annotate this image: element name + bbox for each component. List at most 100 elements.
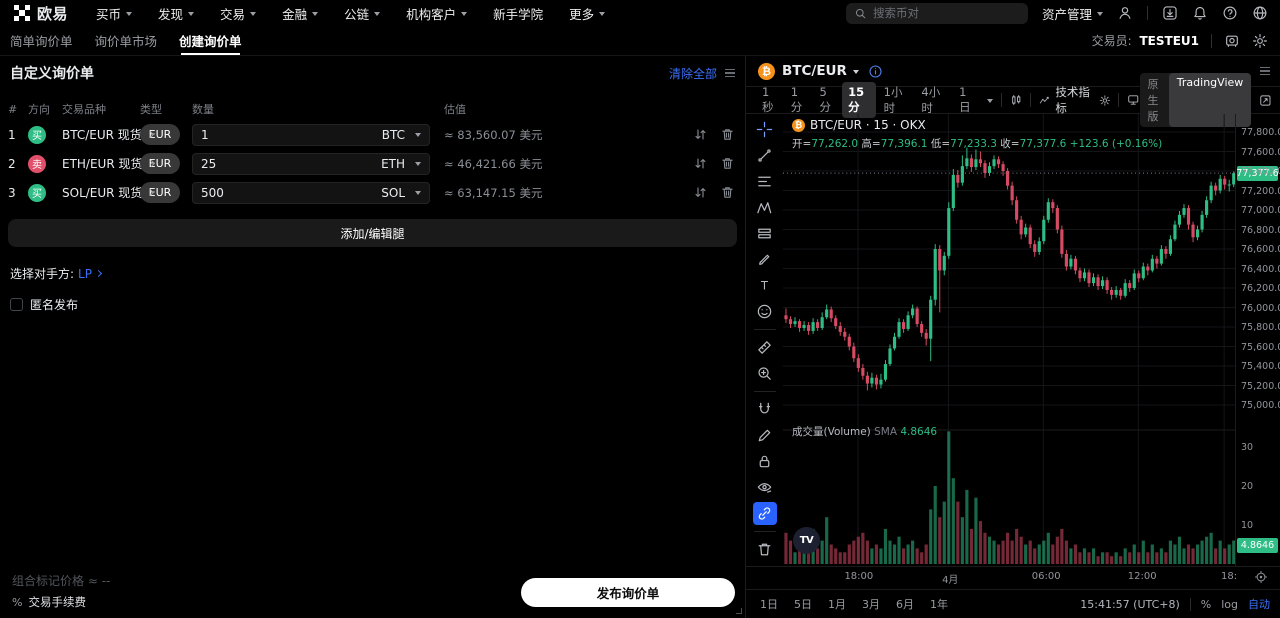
percent-scale-toggle[interactable]: %: [1200, 597, 1212, 611]
delete-leg-icon[interactable]: [720, 185, 735, 200]
native-mode-button[interactable]: 原生版: [1147, 78, 1159, 123]
drawing-mode-tool[interactable]: [753, 424, 777, 447]
okx-logo[interactable]: 欧易: [14, 3, 68, 24]
range-1m[interactable]: 1月: [828, 598, 846, 611]
menu-chain[interactable]: 公链: [344, 4, 381, 23]
tab-simple-rfq[interactable]: 简单询价单: [10, 34, 73, 49]
fullscreen-icon[interactable]: [1259, 93, 1272, 108]
brush-tool[interactable]: [753, 248, 777, 271]
notifications-button[interactable]: [1192, 5, 1208, 21]
indicators-button[interactable]: 技术指标: [1039, 84, 1091, 116]
tradingview-mode-button[interactable]: TradingView: [1168, 73, 1252, 127]
chevron-right-icon: [94, 269, 103, 278]
swap-direction-icon[interactable]: [693, 127, 708, 142]
scroll-to-realtime-button[interactable]: [1254, 570, 1268, 584]
amount-input[interactable]: 25 ETH: [192, 152, 430, 175]
help-button[interactable]: [1222, 5, 1238, 21]
xabcd-pattern-tool[interactable]: [753, 196, 777, 219]
swap-direction-icon[interactable]: [693, 185, 708, 200]
remove-drawings-tool[interactable]: [753, 538, 777, 561]
info-icon[interactable]: [868, 64, 883, 79]
time-axis[interactable]: 18:00 4月 06:00 12:00 18:: [746, 566, 1280, 589]
type-pill[interactable]: EUR: [140, 124, 180, 145]
timeframe-1s[interactable]: 1秒: [762, 85, 774, 114]
range-1y[interactable]: 1年: [930, 598, 948, 611]
anonymous-checkbox[interactable]: [10, 298, 23, 311]
timeframe-1h[interactable]: 1小时: [883, 85, 903, 115]
amount-input[interactable]: 1 BTC: [192, 123, 430, 146]
counterparty-link[interactable]: LP: [78, 266, 92, 281]
download-app-button[interactable]: [1162, 5, 1178, 21]
menu-discover[interactable]: 发现: [158, 4, 195, 23]
clear-all-link[interactable]: 清除全部: [668, 66, 717, 81]
anonymous-option[interactable]: 匿名发布: [10, 296, 745, 313]
chart-layout-icon[interactable]: [1127, 92, 1140, 108]
range-3m[interactable]: 3月: [862, 598, 880, 611]
candle-style-icon[interactable]: [1010, 92, 1023, 108]
fib-retracement-tool[interactable]: [753, 170, 777, 193]
price-axis[interactable]: 77,377.6 4.8646 75,000.0 75,200.0 75,400.0…: [1235, 114, 1280, 566]
currency-dropdown[interactable]: ETH: [381, 157, 421, 171]
chart-menu-button[interactable]: [1260, 66, 1270, 76]
type-pill[interactable]: EUR: [140, 182, 180, 203]
chevron-down-icon[interactable]: [852, 69, 859, 74]
delete-leg-icon[interactable]: [720, 156, 735, 171]
timeframe-5m[interactable]: 5分: [819, 85, 831, 114]
amount-input[interactable]: 500 SOL: [192, 181, 430, 204]
tab-create-rfq[interactable]: 创建询价单: [179, 26, 242, 55]
timeframe-1d[interactable]: 1日: [959, 85, 971, 114]
projection-tool[interactable]: [753, 222, 777, 245]
log-scale-toggle[interactable]: log: [1221, 597, 1238, 611]
crosshair-tool[interactable]: [753, 118, 777, 141]
candlestick-chart[interactable]: [783, 114, 1235, 565]
currency-dropdown[interactable]: SOL: [381, 186, 421, 200]
svg-text:T: T: [760, 278, 768, 292]
range-6m[interactable]: 6月: [896, 598, 914, 611]
chart-clock[interactable]: 15:41:57 (UTC+8): [1080, 597, 1180, 611]
swap-direction-icon[interactable]: [693, 156, 708, 171]
assets-dropdown[interactable]: 资产管理: [1042, 4, 1103, 23]
panel-drag-handle-icon[interactable]: [725, 68, 735, 78]
lock-drawings-tool[interactable]: [753, 450, 777, 473]
timeframe-15m[interactable]: 15分: [842, 82, 876, 118]
tab-rfq-board[interactable]: 询价单市场: [94, 34, 158, 49]
publish-rfq-button[interactable]: 发布询价单: [521, 578, 735, 607]
timeframe-1m[interactable]: 1分: [790, 85, 803, 114]
menu-institutional[interactable]: 机构客户: [406, 4, 468, 23]
timeframe-4h[interactable]: 4小时: [921, 85, 941, 115]
menu-more[interactable]: 更多: [569, 4, 606, 23]
auto-scale-toggle[interactable]: 自动: [1248, 598, 1270, 611]
chart-symbol[interactable]: BTC/EUR: [782, 63, 847, 79]
menu-trade[interactable]: 交易: [220, 4, 257, 23]
hide-drawings-tool[interactable]: [753, 476, 777, 499]
magnet-tool[interactable]: [753, 398, 777, 421]
delete-leg-icon[interactable]: [720, 127, 735, 142]
range-1d[interactable]: 1日: [760, 598, 778, 611]
settings-button[interactable]: [1252, 33, 1268, 49]
chevron-down-icon[interactable]: [986, 98, 993, 103]
instrument-selector[interactable]: SOL/EUR 现货: [62, 184, 155, 201]
tradingview-logo[interactable]: TV: [793, 527, 820, 554]
sync-drawings-tool[interactable]: [752, 502, 777, 525]
range-5d[interactable]: 5日: [794, 598, 812, 611]
text-tool[interactable]: T: [753, 274, 777, 297]
resize-handle[interactable]: [736, 608, 742, 614]
trend-line-tool[interactable]: [753, 144, 777, 167]
currency-dropdown[interactable]: BTC: [382, 128, 421, 142]
zoom-in-tool[interactable]: [753, 362, 777, 385]
instrument-selector[interactable]: BTC/EUR 现货: [62, 126, 154, 143]
measure-tool[interactable]: [753, 336, 777, 359]
emoji-tool[interactable]: [753, 300, 777, 323]
type-pill[interactable]: EUR: [140, 153, 180, 174]
menu-buy-crypto[interactable]: 买币: [96, 4, 133, 23]
language-button[interactable]: [1252, 5, 1268, 21]
chart-settings-gear-icon[interactable]: [1099, 93, 1111, 108]
profile-button[interactable]: [1117, 5, 1133, 21]
add-edit-legs-button[interactable]: 添加/编辑腿: [8, 219, 737, 247]
menu-finance[interactable]: 金融: [282, 4, 319, 23]
search-input[interactable]: 搜索币对: [845, 2, 1028, 24]
chart-plot-area[interactable]: ₿ BTC/EUR · 15 · OKX 开=77,262.0 高=77,396…: [783, 114, 1235, 566]
menu-academy[interactable]: 新手学院: [493, 6, 544, 22]
instrument-selector[interactable]: ETH/EUR 现货: [62, 155, 155, 172]
history-vault-button[interactable]: [1224, 33, 1240, 49]
